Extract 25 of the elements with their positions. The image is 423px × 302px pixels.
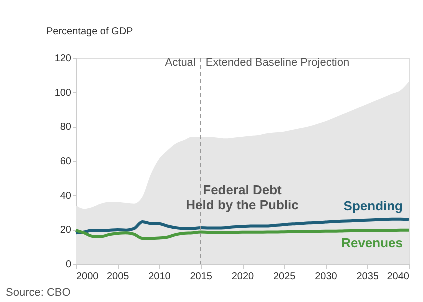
series-label: Revenues (342, 235, 403, 250)
x-tick-label: 2025 (274, 272, 296, 282)
annotation: Extended Baseline Projection (206, 57, 350, 70)
y-tick-label: 80 (60, 122, 72, 134)
x-tick-label: 2030 (315, 272, 338, 282)
x-tick-label: 2000 (76, 272, 100, 282)
x-tick-label: 2010 (148, 272, 172, 282)
line-series (74, 218, 410, 235)
line-series (74, 228, 410, 240)
x-tick-label: 2015 (190, 272, 213, 282)
y-tick-label: 0 (66, 260, 72, 270)
series-label: Federal Debt Held by the Public (186, 182, 299, 212)
y-axis-title: Percentage of GDP (46, 26, 134, 38)
y-tick-label: 20 (60, 225, 72, 236)
y-tick-label: 120 (54, 54, 72, 64)
annotation: Actual (165, 57, 196, 70)
series-label: Spending (344, 198, 404, 214)
x-tick-label: 2005 (107, 272, 130, 282)
x-tick-label: 2035 (356, 272, 380, 282)
x-tick-label: 2040 (387, 272, 410, 282)
source-note: Source: CBO (6, 287, 72, 299)
y-tick-label: 100 (54, 88, 72, 99)
y-tick-label: 60 (60, 156, 72, 168)
x-tick-label: 2020 (232, 272, 255, 282)
y-tick-label: 40 (60, 190, 72, 202)
